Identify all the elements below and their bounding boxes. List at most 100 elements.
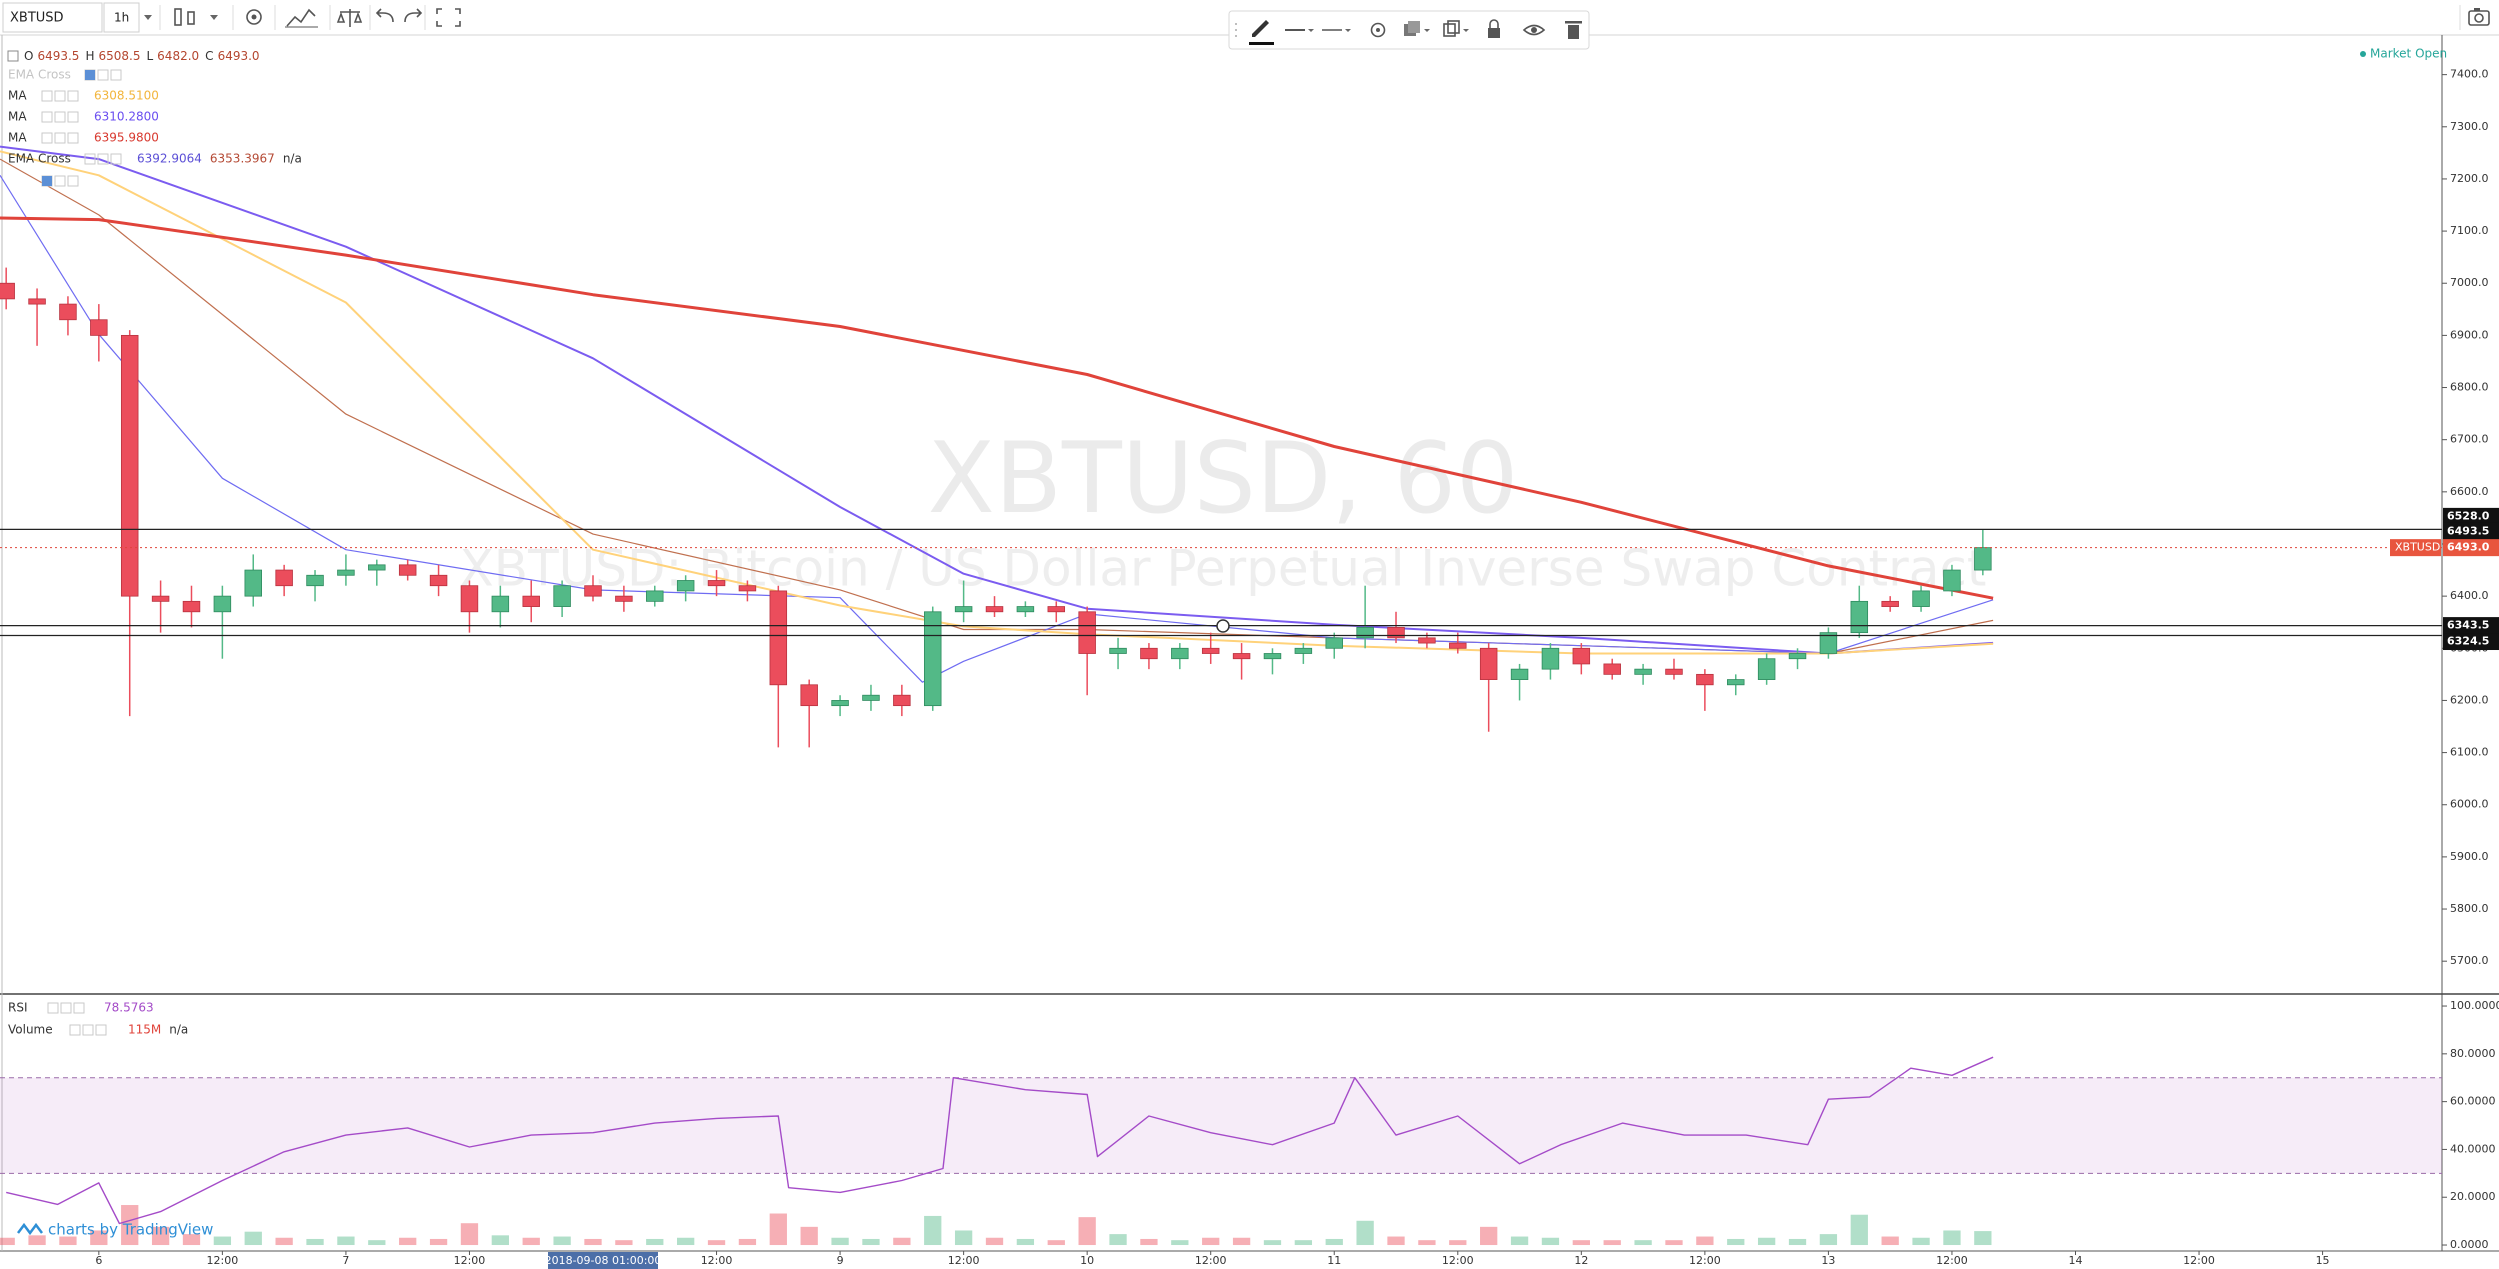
drawing-settings-button[interactable] — [1370, 22, 1386, 38]
legend-icon — [95, 1024, 107, 1036]
candle-body — [90, 319, 108, 336]
rsi-tick-label: 40.0000 — [2450, 1142, 2496, 1155]
clone-button[interactable] — [1443, 20, 1469, 37]
volume-bar — [275, 1237, 293, 1246]
legend-icon — [97, 153, 109, 165]
level-tag-box — [2443, 617, 2499, 635]
x-tick-label: 12:00 — [1689, 1254, 1721, 1267]
candle-body — [1387, 627, 1405, 639]
legend-icon — [73, 1002, 85, 1014]
study-value: 6353.3967 — [210, 152, 275, 166]
settings-button[interactable] — [246, 9, 262, 25]
volume-bar — [429, 1238, 448, 1246]
visibility-button[interactable] — [1404, 21, 1430, 36]
chart-style-button[interactable] — [174, 8, 218, 26]
interval-button[interactable] — [103, 2, 140, 33]
hide-button[interactable] — [1522, 24, 1546, 36]
candle-body — [1479, 647, 1498, 680]
x-tick-label: 12:00 — [1936, 1254, 1968, 1267]
candle-body — [985, 606, 1004, 613]
candle-body — [1788, 653, 1807, 660]
lock-button[interactable] — [1488, 19, 1500, 38]
rsi-tick-label: 80.0000 — [2450, 1047, 2496, 1060]
study-name: MA — [8, 110, 27, 124]
volume-bar — [1356, 1220, 1374, 1246]
candle-body — [59, 303, 77, 321]
candle-body — [893, 694, 911, 707]
watermark-description: XBTUSD: Bitcoin / US Dollar Perpetual In… — [460, 540, 1987, 598]
x-tick-label: 13 — [1821, 1254, 1835, 1267]
line-color-button[interactable] — [1249, 20, 1274, 45]
moving-average-line — [0, 145, 1994, 655]
candle-body — [954, 606, 973, 613]
symbol-input[interactable] — [2, 2, 103, 33]
level-tag-box — [2443, 633, 2499, 651]
cursor — [1216, 619, 1230, 633]
candle-body — [646, 590, 664, 602]
study-icon-active — [85, 70, 95, 80]
volume-bar — [522, 1237, 540, 1246]
volume-bar — [368, 1240, 386, 1246]
branding-text[interactable]: charts by TradingView — [48, 1221, 213, 1239]
volume-bar — [1788, 1238, 1807, 1246]
plot-area — [0, 145, 2442, 1246]
moving-average-line — [0, 216, 1994, 600]
fullscreen-button[interactable] — [436, 8, 461, 27]
drag-handle[interactable] — [1235, 23, 1237, 37]
candle-body — [1325, 637, 1343, 649]
volume-bar — [1078, 1217, 1096, 1246]
delete-button[interactable] — [1565, 21, 1582, 39]
volume-bar — [1665, 1240, 1683, 1246]
volume-bar — [1294, 1240, 1313, 1246]
volume-bar — [1047, 1240, 1065, 1246]
line-width-button[interactable] — [1285, 29, 1314, 32]
volume-bar — [1418, 1240, 1436, 1246]
last-price-tag: 6493.0 — [2447, 541, 2490, 554]
rsi-name: RSI — [8, 1001, 28, 1015]
candle-body — [1974, 547, 1992, 571]
legend-icon — [41, 111, 53, 123]
legend-icon — [41, 132, 53, 144]
compare-button[interactable] — [336, 9, 363, 27]
candle-body — [398, 564, 417, 576]
candle-body — [553, 585, 571, 607]
candle-body — [151, 595, 170, 602]
volume-bar — [90, 1230, 108, 1246]
candle-body — [1016, 606, 1035, 613]
volume-bar — [924, 1215, 942, 1246]
snapshot-button[interactable] — [2468, 8, 2490, 26]
candle-body — [1634, 668, 1652, 675]
indicators-button[interactable] — [285, 8, 318, 28]
status-dot — [2360, 51, 2366, 57]
volume-bar — [1171, 1240, 1189, 1246]
volume-bar — [1757, 1237, 1776, 1246]
candle-body — [1140, 647, 1158, 660]
legend-icon — [69, 1024, 81, 1036]
volume-bar — [1140, 1238, 1158, 1246]
candle-body — [707, 580, 726, 587]
volume-bar — [59, 1236, 77, 1246]
volume-bar — [1912, 1237, 1930, 1246]
volume-bar — [1202, 1237, 1220, 1246]
volume-bar — [584, 1238, 602, 1246]
candle-body — [0, 282, 15, 300]
interval-dropdown[interactable] — [144, 15, 152, 20]
y-tick-label: 6600.0 — [2450, 485, 2489, 498]
candle-body — [1819, 632, 1838, 654]
volume-bar — [1881, 1236, 1899, 1246]
volume-bar — [0, 1237, 15, 1246]
volume-value: 115M — [128, 1023, 161, 1037]
x-tick-label: 12 — [1574, 1254, 1588, 1267]
candle-body — [460, 585, 479, 613]
branding-logo — [17, 1222, 43, 1236]
candle-body — [1881, 600, 1899, 607]
redo-button[interactable] — [404, 8, 423, 23]
line-style-button[interactable] — [1322, 29, 1351, 32]
candle-body — [1047, 606, 1066, 613]
undo-button[interactable] — [375, 8, 394, 23]
candle-body — [584, 585, 602, 597]
ohlc-value: 6493.5 — [37, 49, 79, 63]
collapse-icon — [7, 50, 19, 62]
candle-body — [244, 569, 262, 597]
candle-body — [738, 585, 757, 592]
